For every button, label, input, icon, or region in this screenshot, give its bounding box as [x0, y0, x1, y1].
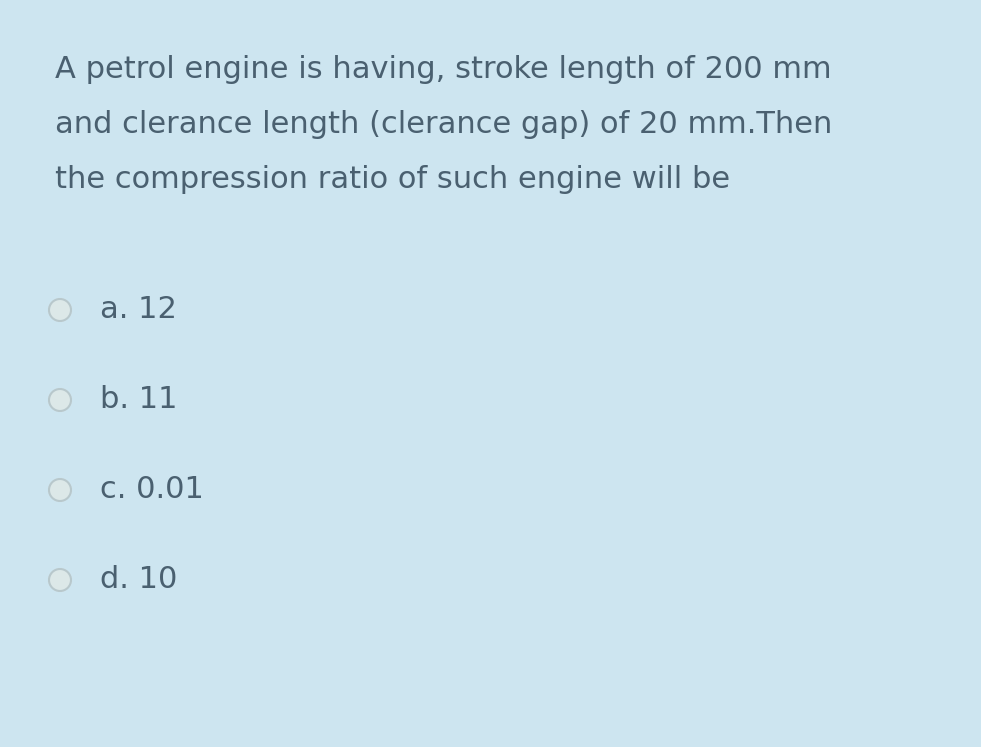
- Text: the compression ratio of such engine will be: the compression ratio of such engine wil…: [55, 165, 730, 194]
- Circle shape: [49, 479, 71, 501]
- Text: A petrol engine is having, stroke length of 200 mm: A petrol engine is having, stroke length…: [55, 55, 832, 84]
- Text: and clerance length (clerance gap) of 20 mm.Then: and clerance length (clerance gap) of 20…: [55, 110, 832, 139]
- Circle shape: [49, 299, 71, 321]
- Text: a. 12: a. 12: [100, 296, 177, 324]
- Text: c. 0.01: c. 0.01: [100, 476, 204, 504]
- Text: b. 11: b. 11: [100, 385, 178, 415]
- Circle shape: [49, 389, 71, 411]
- Circle shape: [49, 569, 71, 591]
- Text: d. 10: d. 10: [100, 565, 178, 595]
